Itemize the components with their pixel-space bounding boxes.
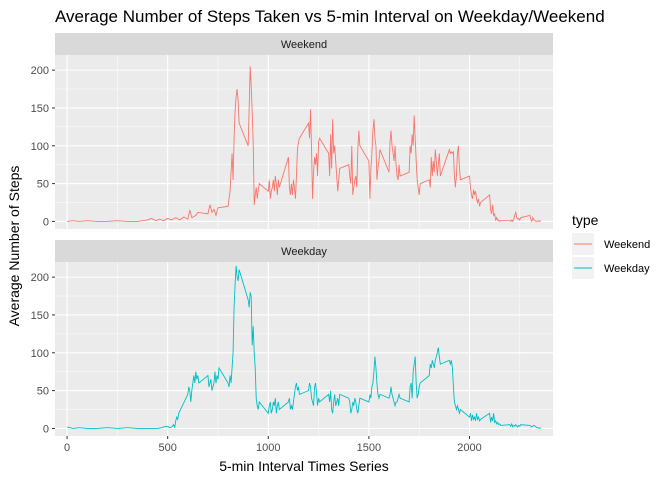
panel-weekend: Weekend 0 50 100 150 200 (31, 33, 553, 229)
y-tick-label-weekend: 50 (37, 179, 49, 191)
panel-weekday: Weekday 0 50 100 150 200 (31, 240, 553, 436)
strip-label-weekday: Weekday (281, 246, 327, 258)
y-axis-weekend: 0 50 100 150 200 (31, 65, 55, 228)
strip-label-weekend: Weekend (281, 39, 327, 51)
legend-title: type (572, 212, 599, 228)
x-axis: 0 500 1000 1500 2000 (64, 436, 482, 454)
y-axis-weekday: 0 50 100 150 200 (31, 272, 55, 435)
strip-background-weekend (55, 33, 553, 55)
y-tick-label-weekday: 0 (43, 423, 49, 435)
legend: type Weekend Weekday (572, 212, 650, 279)
legend-item-weekend: Weekend (572, 233, 650, 255)
x-tick-label: 2000 (457, 442, 481, 454)
x-tick-label: 1000 (256, 442, 280, 454)
x-tick-label: 0 (64, 442, 70, 454)
series-line-weekday (66, 265, 542, 429)
y-tick-label-weekend: 150 (31, 103, 49, 115)
y-tick-label-weekend: 200 (31, 65, 49, 77)
x-axis-title: 5-min Interval Times Series (219, 458, 389, 474)
plot-background-weekday (55, 262, 553, 436)
legend-label-weekend: Weekend (604, 239, 650, 251)
strip-background-weekday (55, 240, 553, 262)
y-tick-label-weekend: 100 (31, 141, 49, 153)
y-tick-label-weekday: 50 (37, 386, 49, 398)
legend-label-weekday: Weekday (604, 263, 650, 275)
legend-item-weekday: Weekday (572, 257, 650, 279)
chart-title: Average Number of Steps Taken vs 5-min I… (55, 7, 605, 26)
y-tick-label-weekday: 200 (31, 272, 49, 284)
x-tick-label: 1500 (357, 442, 381, 454)
grid-weekday (55, 262, 553, 436)
series-line-weekend (67, 66, 542, 223)
y-axis-title: Average Number of Steps (6, 166, 22, 327)
y-tick-label-weekend: 0 (43, 216, 49, 228)
plot-background-weekend (55, 55, 553, 229)
y-tick-label-weekday: 150 (31, 310, 49, 322)
y-tick-label-weekday: 100 (31, 348, 49, 360)
x-tick-label: 500 (158, 442, 176, 454)
